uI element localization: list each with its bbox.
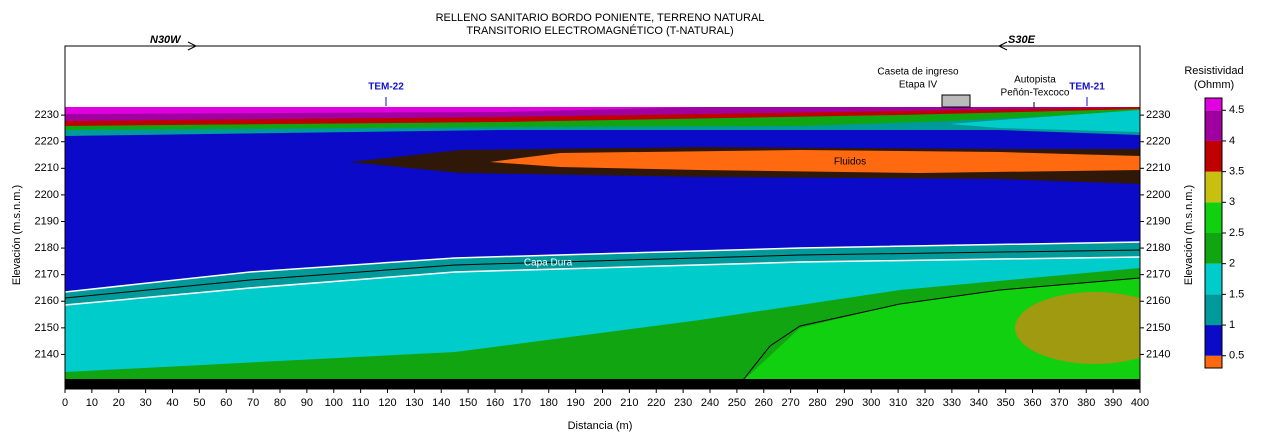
y-tick-label: 2200 [35, 189, 59, 201]
y-tick-label: 2210 [35, 162, 59, 174]
x-tick-label: 260 [755, 397, 773, 409]
colorbar-tick-label: 4 [1229, 135, 1235, 147]
colorbar-band [1205, 171, 1222, 203]
colorbar-tick-label: 1 [1229, 319, 1235, 331]
station: TEM-22 [368, 82, 404, 93]
x-tick-label: 310 [889, 397, 907, 409]
colorbar-tick-label: 3.5 [1229, 166, 1244, 178]
y-tick-label: 2220 [35, 136, 59, 148]
section-fill [64, 41, 1180, 390]
direction: S30E [1008, 34, 1036, 46]
x-tick-label: 330 [943, 397, 961, 409]
colorbar-title: (Ohmm) [1194, 79, 1234, 91]
y-tick-label: 2180 [1146, 242, 1170, 254]
x-tick-label: 200 [593, 397, 611, 409]
title: RELLENO SANITARIO BORDO PONIENTE, TERREN… [436, 12, 765, 24]
annotation: Caseta de ingreso [877, 67, 959, 78]
colorbar-tick-label: 3 [1229, 196, 1235, 208]
x-tick-label: 220 [647, 397, 665, 409]
direction: N30W [150, 34, 182, 46]
x-tick-label: 390 [1104, 397, 1122, 409]
annotation: Etapa IV [899, 80, 938, 91]
x-tick-label: 270 [781, 397, 799, 409]
x-tick-label: 320 [916, 397, 934, 409]
colorbar-tick-label: 2 [1229, 258, 1235, 270]
x-tick-label: 140 [432, 397, 450, 409]
x-tick-label: 20 [113, 397, 125, 409]
x-tick-label: 170 [513, 397, 531, 409]
y-tick-label: 2190 [35, 215, 59, 227]
colorbar-tick-label: 0.5 [1229, 350, 1244, 362]
y-tick-label: 2230 [35, 109, 59, 121]
x-tick-label: 380 [1077, 397, 1095, 409]
y-tick-label: 2150 [35, 322, 59, 334]
y-tick-label: 2200 [1146, 189, 1170, 201]
x-tick-label: 60 [220, 397, 232, 409]
y-tick-label: 2140 [1146, 348, 1170, 360]
x-tick-label: 190 [566, 397, 584, 409]
colorbar-title: Resistividad [1184, 65, 1243, 77]
colorbar-tick-label: 2.5 [1229, 227, 1244, 239]
x-tick-label: 370 [1050, 397, 1068, 409]
colorbar-band [1205, 294, 1222, 326]
x-tick-label: 120 [378, 397, 396, 409]
y-tick-label: 2170 [1146, 269, 1170, 281]
x-tick-label: 110 [352, 397, 370, 409]
x-tick-label: 290 [835, 397, 853, 409]
colorbar-band [1205, 263, 1222, 295]
y-tick-label: 2210 [1146, 162, 1170, 174]
y-tick-label: 2150 [1146, 322, 1170, 334]
x-axis-label: Distancia (m) [568, 420, 633, 432]
x-tick-label: 40 [166, 397, 178, 409]
colorbar-band [1205, 202, 1222, 233]
x-tick-label: 70 [247, 397, 259, 409]
x-tick-label: 10 [86, 397, 98, 409]
x-tick-label: 350 [996, 397, 1014, 409]
y-tick-label: 2170 [35, 269, 59, 281]
colorbar-band [1205, 98, 1222, 111]
station: TEM-21 [1069, 82, 1105, 93]
y-tick-label: 2180 [35, 242, 59, 254]
x-tick-label: 210 [620, 397, 638, 409]
x-tick-label: 0 [62, 397, 68, 409]
annotation: Autopista [1014, 75, 1056, 86]
x-tick-label: 180 [540, 397, 558, 409]
x-tick-label: 340 [970, 397, 988, 409]
x-tick-label: 150 [459, 397, 477, 409]
y-tick-label: 2160 [1146, 295, 1170, 307]
x-tick-label: 100 [325, 397, 343, 409]
y-axis-label: Elevación (m.s.n.m.) [11, 185, 23, 285]
x-tick-label: 30 [140, 397, 152, 409]
colorbar-band [1205, 110, 1222, 141]
x-tick-label: 400 [1131, 397, 1149, 409]
colorbar-band [1205, 355, 1222, 368]
x-tick-label: 250 [728, 397, 746, 409]
x-tick-label: 80 [274, 397, 286, 409]
x-tick-label: 50 [193, 397, 205, 409]
y-axis-label: Elevación (m.s.n.m.) [1183, 185, 1195, 285]
x-tick-label: 90 [301, 397, 313, 409]
title: TRANSITORIO ELECTROMAGNÉTICO (T-NATURAL) [466, 24, 733, 37]
colorbar-tick-label: 4.5 [1229, 104, 1244, 116]
y-tick-label: 2190 [1146, 215, 1170, 227]
x-tick-label: 240 [701, 397, 719, 409]
colorbar-band [1205, 325, 1222, 356]
annotation: Capa Dura [524, 258, 573, 269]
x-tick-label: 230 [674, 397, 692, 409]
colorbar-band [1205, 140, 1222, 172]
x-tick-label: 300 [862, 397, 880, 409]
y-tick-label: 2230 [1146, 109, 1170, 121]
y-tick-label: 2160 [35, 295, 59, 307]
y-tick-label: 2220 [1146, 136, 1170, 148]
x-tick-label: 130 [405, 397, 423, 409]
colorbar-tick-label: 1.5 [1229, 288, 1244, 300]
x-tick-label: 280 [808, 397, 826, 409]
annotation: Fluidos [834, 157, 866, 168]
x-tick-label: 360 [1023, 397, 1041, 409]
colorbar-band [1205, 233, 1222, 264]
x-tick-label: 160 [486, 397, 504, 409]
annotation: Peñón-Texcoco [1001, 88, 1070, 99]
y-tick-label: 2140 [35, 348, 59, 360]
